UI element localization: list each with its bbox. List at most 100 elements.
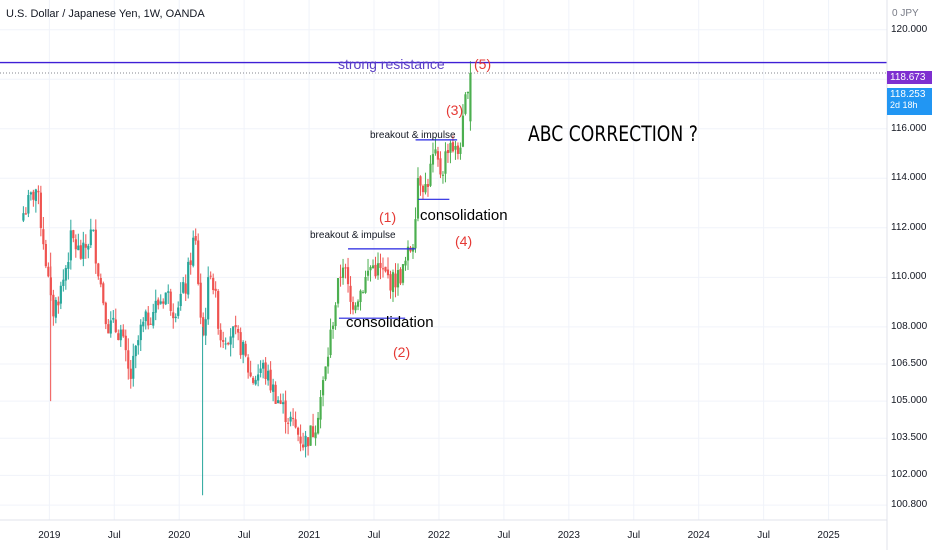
candle-body	[429, 163, 432, 186]
candle-body	[144, 311, 147, 322]
candle-body	[54, 299, 57, 318]
candle-body	[461, 115, 465, 147]
candle-body	[309, 425, 312, 446]
candle-body	[134, 345, 137, 357]
candle-body	[104, 302, 107, 325]
candle-body	[384, 266, 387, 272]
candle-body	[162, 301, 165, 304]
time-tick-label: Jul	[627, 530, 641, 541]
candle-body	[354, 305, 357, 311]
candle-body	[277, 400, 280, 404]
candle-body	[426, 184, 430, 187]
candle-body	[404, 260, 407, 266]
candle-body	[306, 437, 310, 447]
candle-body	[466, 91, 470, 94]
time-tick-label: Jul	[497, 530, 511, 541]
time-tick-label: 2024	[687, 530, 710, 541]
last-price-tag: 118.253 2d 18h	[887, 88, 932, 115]
candle-body	[341, 267, 345, 278]
candle-body	[137, 340, 140, 346]
wave-3-label: (3)	[446, 102, 464, 118]
candle-body	[194, 235, 197, 241]
candle-body	[389, 274, 392, 291]
candle-body	[331, 325, 335, 329]
candle-body	[326, 356, 330, 367]
candle-body	[264, 362, 267, 379]
candle-body	[386, 269, 390, 276]
price-tick-label: 108.000	[891, 320, 928, 332]
candle-body	[346, 267, 350, 285]
candle-body	[204, 319, 207, 336]
currency-label[interactable]: 0 JPY	[892, 8, 919, 19]
candle-body	[87, 245, 90, 250]
price-tick-label: 106.500	[891, 358, 928, 369]
candle-body	[444, 151, 447, 174]
candle-body	[424, 184, 427, 193]
price-tick-label: 120.000	[891, 23, 928, 35]
wave-4-label: (4)	[455, 233, 473, 249]
candle-body	[157, 299, 160, 306]
candle-body	[229, 336, 232, 345]
candle-body	[169, 291, 172, 311]
candle-body	[69, 230, 72, 261]
candle-body	[336, 278, 340, 304]
candle-body	[376, 263, 380, 276]
candle-body	[44, 244, 47, 267]
candle-body	[434, 149, 437, 154]
candle-body	[182, 282, 185, 293]
candle-body	[319, 396, 322, 420]
candle-body	[267, 370, 270, 381]
candle-body	[57, 301, 60, 306]
time-tick-label: Jul	[367, 530, 381, 541]
candle-body	[164, 292, 167, 305]
candle-body	[199, 282, 202, 318]
wave-1-label: (1)	[379, 209, 397, 225]
time-tick-label: Jul	[237, 530, 251, 541]
candle-body	[84, 244, 87, 248]
candle-body	[324, 366, 327, 380]
candle-body	[114, 319, 117, 333]
candle-body	[224, 343, 227, 345]
candle-body	[321, 380, 325, 396]
price-tick-label: 110.000	[891, 271, 927, 283]
candle-body	[62, 279, 65, 287]
candle-body	[289, 416, 292, 422]
candle-body	[122, 329, 125, 337]
candle-body	[42, 229, 45, 245]
candle-body	[339, 276, 342, 278]
candle-body	[406, 246, 410, 261]
candle-body	[159, 301, 162, 304]
price-tick-label: 105.000	[891, 395, 928, 407]
candle-body	[29, 192, 32, 195]
candle-body	[127, 350, 130, 369]
candle-body	[97, 263, 100, 277]
candle-body	[257, 374, 260, 381]
candle-body	[167, 291, 170, 293]
candle-body	[32, 191, 35, 200]
candle-body	[139, 324, 142, 341]
candle-body	[79, 245, 82, 259]
candle-body	[364, 277, 367, 293]
candle-body	[152, 311, 155, 326]
candle-body	[399, 269, 402, 284]
candle-body	[356, 301, 360, 307]
candle-body	[247, 357, 250, 373]
candle-body	[142, 321, 145, 327]
candle-body	[147, 312, 150, 326]
candle-body	[212, 277, 215, 290]
candle-body	[132, 355, 135, 379]
candle-body	[209, 275, 212, 277]
candle-body	[391, 272, 395, 293]
candle-body	[304, 435, 307, 448]
candle-body	[436, 151, 440, 160]
candle-body	[456, 145, 460, 154]
time-tick-label: 2020	[168, 530, 191, 541]
candle-body	[112, 317, 115, 320]
candle-body	[242, 341, 245, 355]
candle-body	[222, 340, 225, 342]
bar-countdown: 2d 18h	[890, 100, 918, 110]
candle-body	[311, 426, 315, 438]
candle-body	[369, 267, 372, 271]
candle-body	[252, 377, 255, 383]
